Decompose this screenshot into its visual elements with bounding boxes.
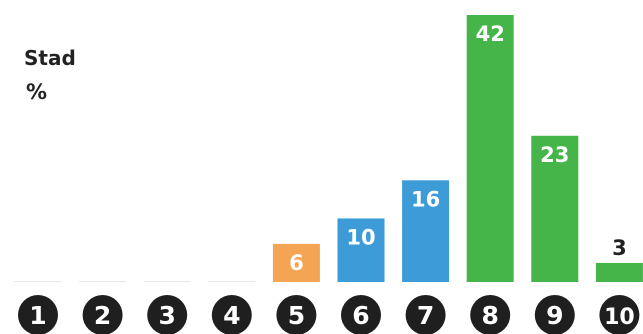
bars-group bbox=[14, 15, 643, 282]
category-badge-5 bbox=[276, 295, 317, 334]
category-badge-4 bbox=[211, 295, 252, 334]
chart-title: Stad bbox=[24, 46, 76, 70]
bar-7 bbox=[402, 180, 450, 282]
category-label-2: 2 bbox=[94, 301, 111, 330]
bar-baseline-3 bbox=[143, 281, 191, 282]
category-badges-group: 1 2 3 4 5 6 7 8 9 10 bbox=[18, 295, 640, 334]
category-label-10: 10 bbox=[604, 305, 635, 330]
category-badge-2 bbox=[82, 295, 123, 334]
category-badge-10 bbox=[599, 295, 640, 334]
y-axis-unit-label: % bbox=[26, 80, 48, 104]
bar-baseline-2 bbox=[79, 281, 127, 282]
category-badge-1 bbox=[18, 295, 58, 334]
value-label-6: 10 bbox=[346, 225, 375, 249]
category-label-8: 8 bbox=[481, 301, 498, 330]
value-label-5: 6 bbox=[289, 251, 304, 275]
value-label-9: 23 bbox=[540, 143, 569, 167]
value-labels-group: 6 10 16 42 23 3 bbox=[289, 22, 627, 275]
bar-6 bbox=[337, 218, 385, 282]
bar-9 bbox=[531, 135, 579, 282]
bar-5 bbox=[272, 243, 320, 282]
bar-8 bbox=[466, 15, 514, 282]
bar-baseline-4 bbox=[208, 281, 256, 282]
category-badge-8 bbox=[470, 295, 511, 334]
category-label-1: 1 bbox=[29, 301, 46, 330]
bar-10 bbox=[595, 262, 643, 282]
category-badge-7 bbox=[405, 295, 446, 334]
value-label-8: 42 bbox=[476, 22, 505, 46]
category-label-9: 9 bbox=[546, 301, 563, 330]
category-label-6: 6 bbox=[352, 301, 369, 330]
category-label-3: 3 bbox=[158, 301, 175, 330]
category-badge-6 bbox=[341, 295, 381, 334]
category-badge-3 bbox=[147, 295, 188, 334]
category-badge-9 bbox=[534, 295, 575, 334]
category-label-4: 4 bbox=[223, 301, 240, 330]
category-label-5: 5 bbox=[288, 301, 305, 330]
value-label-7: 16 bbox=[411, 187, 440, 211]
bar-baseline-1 bbox=[14, 281, 62, 282]
value-label-10: 3 bbox=[612, 236, 627, 260]
category-label-7: 7 bbox=[417, 301, 434, 330]
